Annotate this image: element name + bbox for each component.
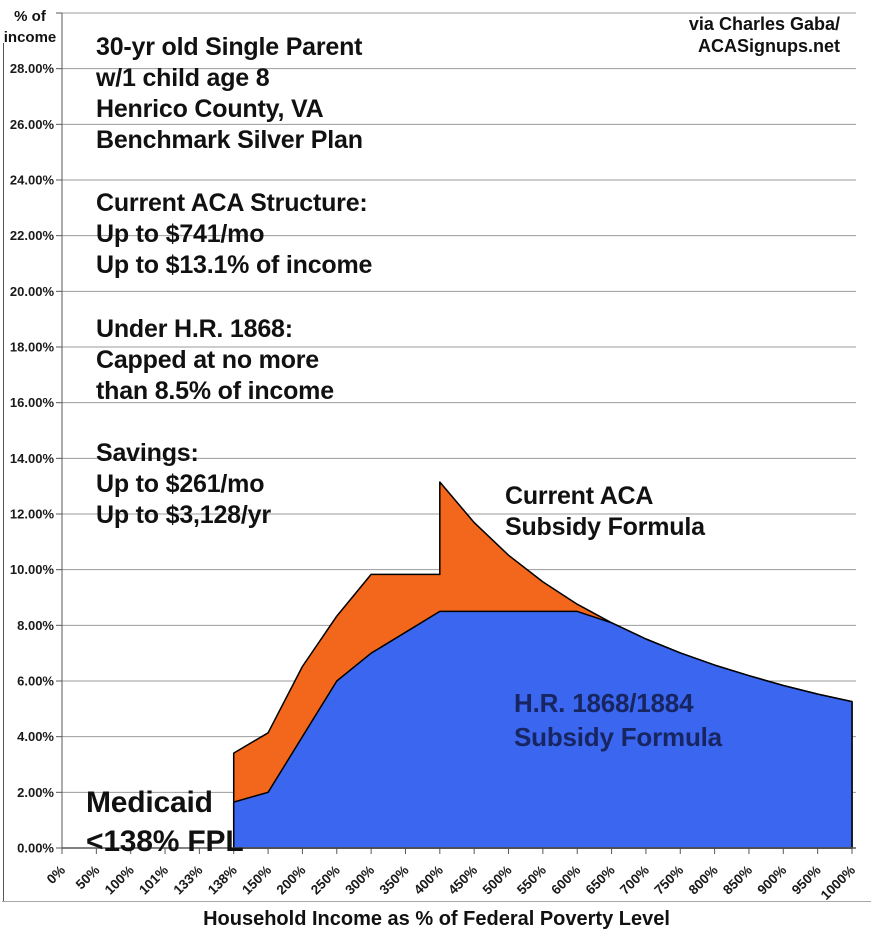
x-tick-label: 700% xyxy=(617,863,652,898)
series-label-line: Subsidy Formula xyxy=(514,722,722,752)
y-tick-label: 26.00% xyxy=(10,117,55,132)
y-tick-label: 14.00% xyxy=(10,451,55,466)
area-hr1868 xyxy=(232,610,853,849)
annotation-current-aca-structure: Current ACA Structure: Up to $741/mo Up … xyxy=(96,188,372,281)
x-tick-label: 50% xyxy=(73,863,103,893)
x-tick-label: 100% xyxy=(102,863,137,898)
annotation-line: Under H.R. 1868: xyxy=(96,315,293,343)
y-tick-label: 18.00% xyxy=(10,340,55,355)
y-tick-label: 10.00% xyxy=(10,562,55,577)
x-tick-label: 200% xyxy=(274,863,309,898)
x-axis-title: Household Income as % of Federal Poverty… xyxy=(203,908,670,930)
annotation-line: Benchmark Silver Plan xyxy=(96,126,363,154)
annotation-line: Current ACA Structure: xyxy=(96,189,368,217)
annotation-savings: Savings: Up to $261/mo Up to $3,128/yr xyxy=(96,438,271,531)
annotation-line: than 8.5% of income xyxy=(96,377,334,405)
annotation-line: Savings: xyxy=(96,439,199,467)
series-label-line: Subsidy Formula xyxy=(505,513,705,541)
x-tick-label: 0% xyxy=(44,863,68,887)
annotation-line: Up to $741/mo xyxy=(96,220,265,248)
x-tick-label: 138% xyxy=(205,863,240,898)
x-tick-label: 550% xyxy=(514,863,549,898)
annotation-line: Henrico County, VA xyxy=(96,95,324,123)
x-tick-label: 350% xyxy=(377,863,412,898)
x-tick-label: 150% xyxy=(239,863,274,898)
attribution: via Charles Gaba/ ACASignups.net xyxy=(689,13,840,57)
y-tick-label: 28.00% xyxy=(10,61,55,76)
annotation-line: w/1 child age 8 xyxy=(96,64,270,92)
series-label-current-aca: Current ACA Subsidy Formula xyxy=(505,481,705,543)
series-label-line: H.R. 1868/1884 xyxy=(514,688,694,718)
y-tick-label: 6.00% xyxy=(17,674,54,689)
y-tick-label: 20.00% xyxy=(10,284,55,299)
x-tick-label: 500% xyxy=(480,863,515,898)
annotation-line: Up to $3,128/yr xyxy=(96,501,271,529)
annotation-line: Capped at no more xyxy=(96,346,320,374)
y-tick-label: 0.00% xyxy=(17,841,54,856)
y-axis-title-line1: % of xyxy=(14,8,46,25)
x-tick-label: 400% xyxy=(411,863,446,898)
annotation-household: 30-yr old Single Parent w/1 child age 8 … xyxy=(96,32,363,156)
x-tick-label: 300% xyxy=(342,863,377,898)
annotation-line: Up to $13.1% of income xyxy=(96,251,373,279)
annotation-hr1868-cap: Under H.R. 1868: Capped at no more than … xyxy=(96,314,334,407)
x-tick-label: 450% xyxy=(445,863,480,898)
annotation-line: <138% FPL xyxy=(86,825,244,858)
x-tick-label: 900% xyxy=(754,863,789,898)
attribution-line2: ACASignups.net xyxy=(698,36,840,56)
y-tick-label: 8.00% xyxy=(17,618,54,633)
attribution-line1: via Charles Gaba/ xyxy=(688,14,840,34)
series-label-hr1868: H.R. 1868/1884 Subsidy Formula xyxy=(514,686,722,754)
chart-left-border xyxy=(3,43,4,902)
y-tick-label: 2.00% xyxy=(17,785,54,800)
x-tick-label: 650% xyxy=(583,863,618,898)
annotation-line: 30-yr old Single Parent xyxy=(96,33,363,61)
x-tick-label: 800% xyxy=(686,863,721,898)
y-tick-label: 4.00% xyxy=(17,729,54,744)
annotation-medicaid: Medicaid <138% FPL xyxy=(86,783,244,861)
series-label-line: Current ACA xyxy=(505,482,654,510)
chart-bottom-border xyxy=(2,901,871,902)
x-tick-label: 850% xyxy=(720,863,755,898)
x-tick-label: 1000% xyxy=(818,863,858,903)
annotation-line: Up to $261/mo xyxy=(96,470,265,498)
y-axis-title-line2: income xyxy=(3,29,57,46)
x-tick-label: 101% xyxy=(136,863,171,898)
annotation-line: Medicaid xyxy=(86,786,213,819)
x-tick-label: 600% xyxy=(548,863,583,898)
y-tick-label: 16.00% xyxy=(10,395,55,410)
y-axis-title: % of income xyxy=(0,6,60,48)
y-tick-label: 22.00% xyxy=(10,228,55,243)
x-tick-label: 250% xyxy=(308,863,343,898)
x-tick-label: 133% xyxy=(170,863,205,898)
x-tick-label: 750% xyxy=(651,863,686,898)
y-tick-label: 24.00% xyxy=(10,173,55,188)
y-tick-label: 12.00% xyxy=(10,507,55,522)
